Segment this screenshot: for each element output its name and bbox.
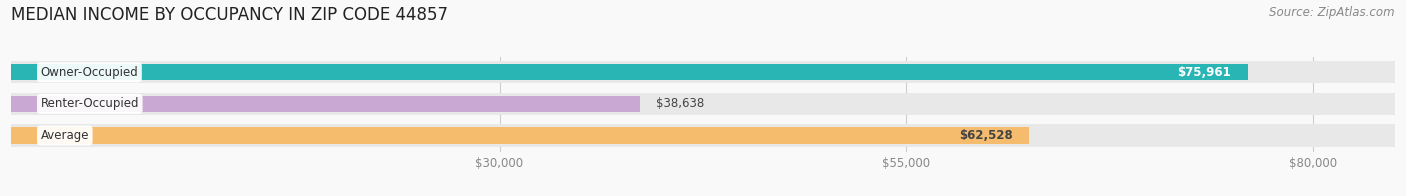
Text: Renter-Occupied: Renter-Occupied bbox=[41, 97, 139, 110]
Text: $75,961: $75,961 bbox=[1178, 66, 1232, 79]
Bar bbox=[11, 127, 1029, 144]
Bar bbox=[11, 96, 640, 112]
Text: MEDIAN INCOME BY OCCUPANCY IN ZIP CODE 44857: MEDIAN INCOME BY OCCUPANCY IN ZIP CODE 4… bbox=[11, 6, 449, 24]
Bar bbox=[11, 93, 1395, 115]
Text: Owner-Occupied: Owner-Occupied bbox=[41, 66, 138, 79]
Text: $38,638: $38,638 bbox=[657, 97, 704, 110]
Bar bbox=[11, 64, 1247, 81]
Text: $62,528: $62,528 bbox=[959, 129, 1012, 142]
Text: Average: Average bbox=[41, 129, 89, 142]
Bar bbox=[11, 124, 1395, 147]
Bar bbox=[11, 61, 1395, 83]
Text: Source: ZipAtlas.com: Source: ZipAtlas.com bbox=[1270, 6, 1395, 19]
